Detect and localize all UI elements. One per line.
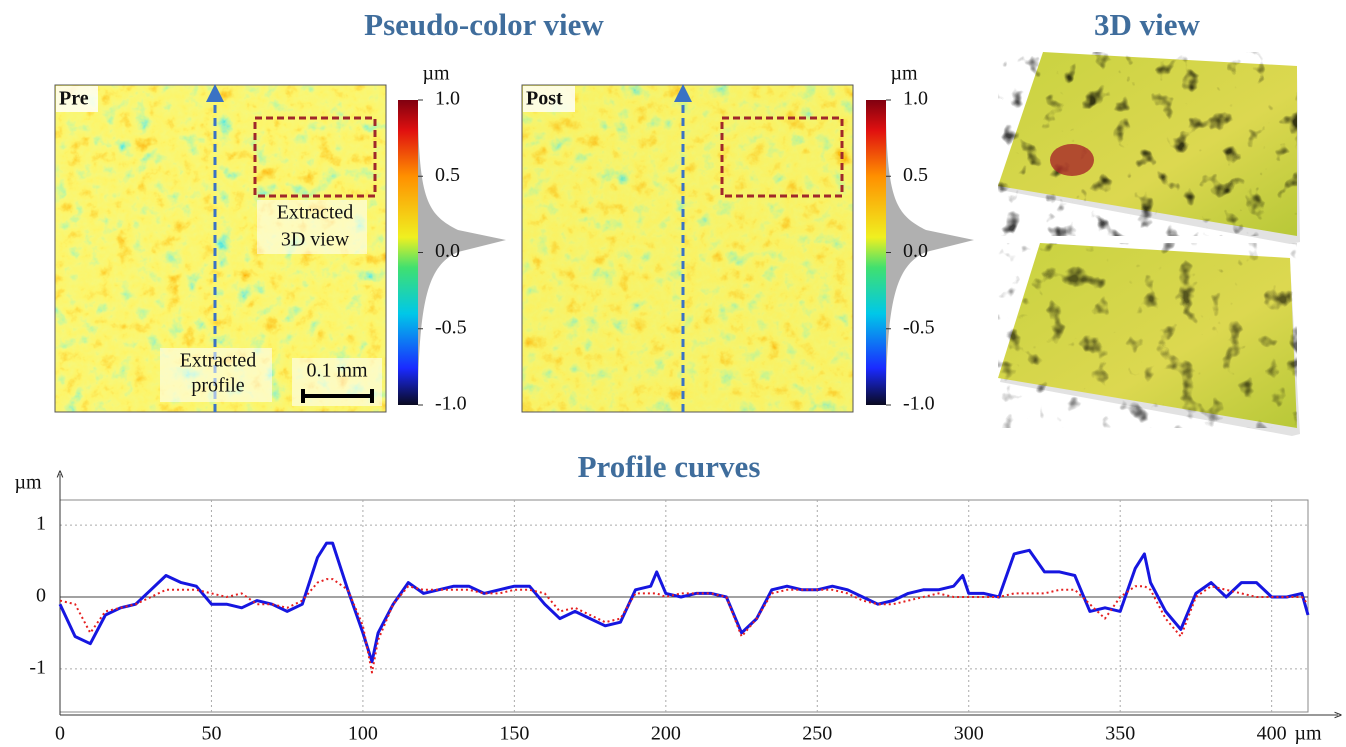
profile-curve [58, 541, 1310, 664]
x-tick-label: 350 [1105, 723, 1135, 745]
histogram [886, 120, 974, 390]
title-left: Pseudo-color view [364, 7, 604, 42]
colorbar-tick-label: 1.0 [903, 88, 928, 110]
surface-texture [998, 52, 1297, 236]
x-axis-label: µm [1294, 723, 1322, 745]
colorbar-tick-label: -1.0 [903, 393, 935, 415]
x-tick-label: 250 [802, 723, 832, 745]
colorbar-tick-label: 0.5 [903, 164, 928, 186]
surface-peak [1050, 144, 1094, 176]
colorbar-tick-label: 0.5 [435, 164, 460, 186]
colorbar [866, 100, 886, 405]
y-axis-label: µm [14, 472, 42, 494]
x-tick-label: 150 [499, 723, 529, 745]
y-tick-label: 0 [36, 585, 46, 607]
colorbar-tick-label: 0.0 [903, 240, 928, 262]
panel-label: Pre [59, 88, 89, 110]
x-tick-label: 400 [1257, 723, 1287, 745]
colorbar-tick-label: -0.5 [435, 316, 467, 338]
y-tick-label: -1 [29, 656, 46, 678]
profile-label: Extracted [180, 350, 257, 372]
panel-label: Post [526, 88, 563, 110]
colorbar-tick-label: -1.0 [435, 393, 467, 415]
profile-label: profile [191, 375, 244, 397]
box-label: 3D view [281, 229, 350, 251]
profile-curve [59, 578, 1309, 674]
colorbar [398, 100, 418, 405]
colorbar-tick-label: 1.0 [435, 88, 460, 110]
extract-box [253, 116, 377, 198]
map-texture [522, 85, 853, 412]
profile-chart: -1 0 1 0 50 100 150 200 250 300 350 400 µm µm [14, 472, 1338, 745]
x-tick-label: 100 [348, 723, 378, 745]
chart-title: Profile curves [578, 449, 761, 484]
title-right: 3D view [1094, 7, 1201, 42]
three-d-views [998, 52, 1300, 436]
scale-bar [301, 389, 374, 403]
x-tick-label: 0 [55, 723, 65, 745]
x-tick-label: 300 [954, 723, 984, 745]
histogram [418, 120, 506, 390]
colorbar-unit: µm [890, 63, 918, 85]
y-tick-label: 1 [36, 513, 46, 535]
box-label: Extracted [277, 202, 354, 224]
label-bg [56, 86, 98, 112]
maps: Pre µm 1.0 0.5 0.0 -0.5 -1.0 Extracted 3D view Ex… [54, 63, 974, 415]
extract-box [720, 116, 844, 198]
surface-texture [998, 243, 1297, 428]
colorbar-unit: µm [422, 63, 450, 85]
colorbar-tick-label: -0.5 [903, 316, 935, 338]
colorbar-tick-label: 0.0 [435, 240, 460, 262]
x-tick-label: 200 [651, 723, 681, 745]
label-bg [523, 86, 575, 112]
scale-bar-label: 0.1 mm [306, 360, 368, 382]
label-bg [257, 200, 367, 254]
x-tick-label: 50 [201, 723, 221, 745]
label-bg [160, 348, 272, 402]
